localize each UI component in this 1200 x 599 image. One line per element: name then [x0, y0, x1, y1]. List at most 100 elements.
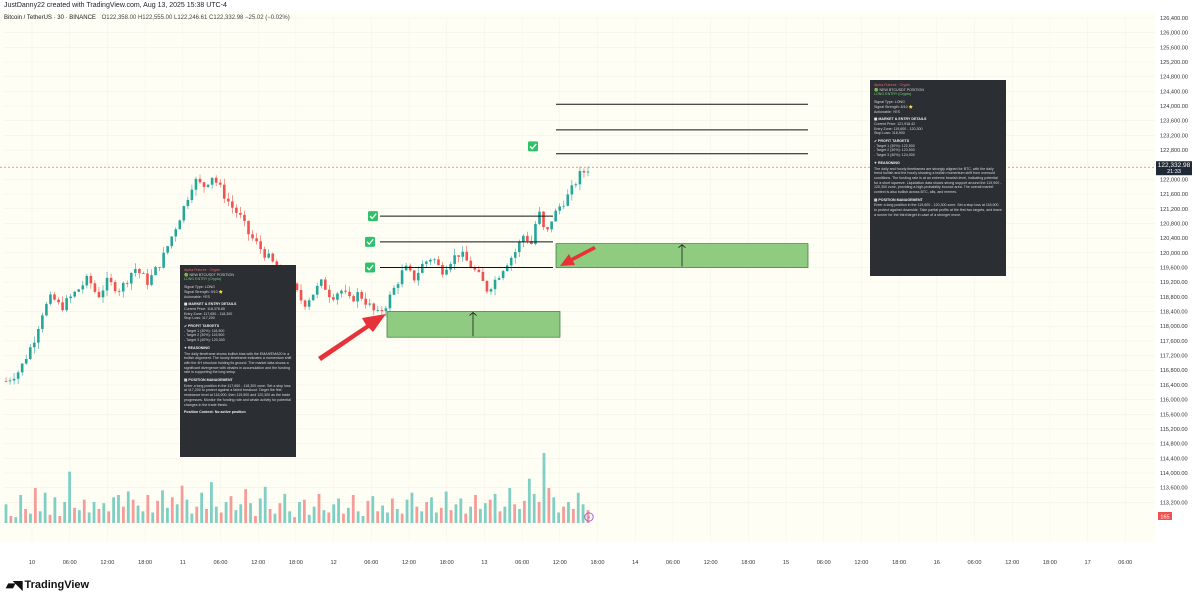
- candle-body: [388, 294, 392, 309]
- volume-bar: [420, 511, 424, 523]
- tradingview-logo[interactable]: ▰◥ TradingView: [6, 578, 89, 592]
- candle-body: [117, 291, 121, 292]
- candle-body: [218, 182, 222, 185]
- candle-body: [93, 283, 97, 292]
- volume-bar: [298, 502, 301, 523]
- volume-bar: [356, 511, 360, 523]
- chart-area[interactable]: 126,400.00 126,000.00 125,600.00 125,200.00…: [0, 12, 1200, 572]
- volume-bar: [366, 500, 370, 523]
- candle-body: [530, 241, 533, 244]
- candle-body: [319, 279, 323, 286]
- candle-body: [352, 296, 355, 302]
- candle-body: [150, 275, 153, 285]
- volume-bar: [43, 492, 47, 523]
- candle-body: [360, 292, 363, 299]
- candle-body: [226, 198, 230, 202]
- candle-body: [198, 178, 202, 183]
- volume-bar: [488, 499, 492, 523]
- price-tick-label: 120,000.00: [1160, 251, 1188, 257]
- red-arrow-left: [318, 314, 386, 361]
- candle-body: [469, 260, 473, 268]
- candle-body: [453, 255, 456, 265]
- tradingview-logo-icon: ▰◥: [6, 578, 23, 592]
- volume-bar: [322, 510, 326, 523]
- level-lines: [380, 103, 808, 268]
- target-icon: ➶: [874, 139, 879, 144]
- price-tick-label: 113,200.00: [1160, 500, 1188, 506]
- panel-signal-strength: Signal Strength: 9/10 ⭐: [184, 289, 224, 294]
- candle-body: [441, 264, 444, 275]
- candle-body: [315, 285, 319, 295]
- panel-mgmt-text: Enter a long position in the 117,650 - 1…: [184, 383, 291, 407]
- volume-bar: [547, 488, 551, 523]
- candle-body: [85, 275, 89, 286]
- candle-body: [437, 259, 440, 265]
- candle-body: [461, 251, 465, 257]
- target-icon: ➶: [184, 324, 189, 329]
- candle-body: [125, 283, 129, 284]
- chart-credit: JustDanny22 created with TradingView.com…: [4, 2, 227, 9]
- volume-bar: [283, 493, 287, 523]
- candle-body: [570, 185, 574, 195]
- candle-body: [332, 297, 335, 300]
- candle-body: [400, 270, 404, 285]
- candle-body: [433, 259, 436, 261]
- candle-body: [582, 171, 586, 173]
- price-tick-label: 115,600.00: [1160, 412, 1188, 418]
- price-tick-label: 121,600.00: [1160, 192, 1188, 198]
- candle-body: [170, 236, 174, 247]
- candle-body: [380, 310, 384, 312]
- time-tick-label: 06:00: [515, 560, 529, 566]
- candle-body: [307, 300, 311, 307]
- volume-bar: [165, 507, 169, 523]
- volume-bar: [48, 514, 52, 523]
- time-tick-label: 18:00: [1043, 560, 1057, 566]
- volume-bar: [567, 502, 570, 523]
- candle-body: [457, 255, 460, 257]
- volume-bar: [53, 497, 57, 523]
- volume-bar: [444, 491, 448, 523]
- candle-body: [109, 277, 113, 283]
- volume-bar: [210, 482, 213, 523]
- candle-body: [364, 298, 368, 305]
- candle-body: [505, 265, 509, 272]
- time-tick-label: 16: [934, 560, 940, 566]
- check-marks: [365, 141, 538, 273]
- bulb-icon: ✦: [184, 345, 189, 350]
- symbol-legend[interactable]: Bitcoin / TetherUS · 30 · BINANCE O122,3…: [4, 15, 290, 21]
- volume-bar: [141, 511, 145, 523]
- candle-body: [445, 269, 448, 275]
- volume-bar: [288, 511, 292, 523]
- volume-bar: [239, 504, 243, 523]
- time-tick-label: 18:00: [440, 560, 454, 566]
- time-tick-label: 17: [1084, 560, 1090, 566]
- price-tick-label: 120,800.00: [1160, 221, 1188, 227]
- volume-bar: [244, 489, 248, 523]
- candle-body: [465, 251, 469, 261]
- price-tick-label: 114,800.00: [1160, 442, 1188, 448]
- panel-reason-heading: ✦ REASONING: [184, 345, 210, 350]
- panel-stop-loss: Stop Loss: 118,900: [874, 131, 905, 136]
- volume-bar: [527, 478, 531, 523]
- price-tick-label: 124,400.00: [1160, 89, 1188, 95]
- time-tick-label: 06:00: [364, 560, 378, 566]
- time-tick-label: 12:00: [1005, 560, 1019, 566]
- replay-icon[interactable]: ⚡: [584, 512, 594, 522]
- candle-body: [404, 265, 408, 271]
- candle-body: [372, 303, 376, 311]
- candle-body: [174, 229, 178, 237]
- candle-body: [489, 289, 493, 292]
- candle-body: [162, 252, 165, 268]
- panel-target-1: - Target 1 (30%): 118,900: [184, 328, 225, 333]
- entry-zone-1: [386, 311, 561, 338]
- price-tick-label: 121,200.00: [1160, 207, 1188, 213]
- volume-bar: [302, 499, 306, 523]
- volume-bar: [185, 499, 189, 523]
- candle-body: [416, 272, 420, 281]
- volume-bar: [77, 510, 81, 523]
- candle-body: [61, 302, 64, 311]
- volume-bar: [317, 493, 321, 523]
- volume-bar: [180, 485, 184, 523]
- rocket-icon: 🟢: [184, 272, 190, 277]
- candle-body: [178, 220, 182, 230]
